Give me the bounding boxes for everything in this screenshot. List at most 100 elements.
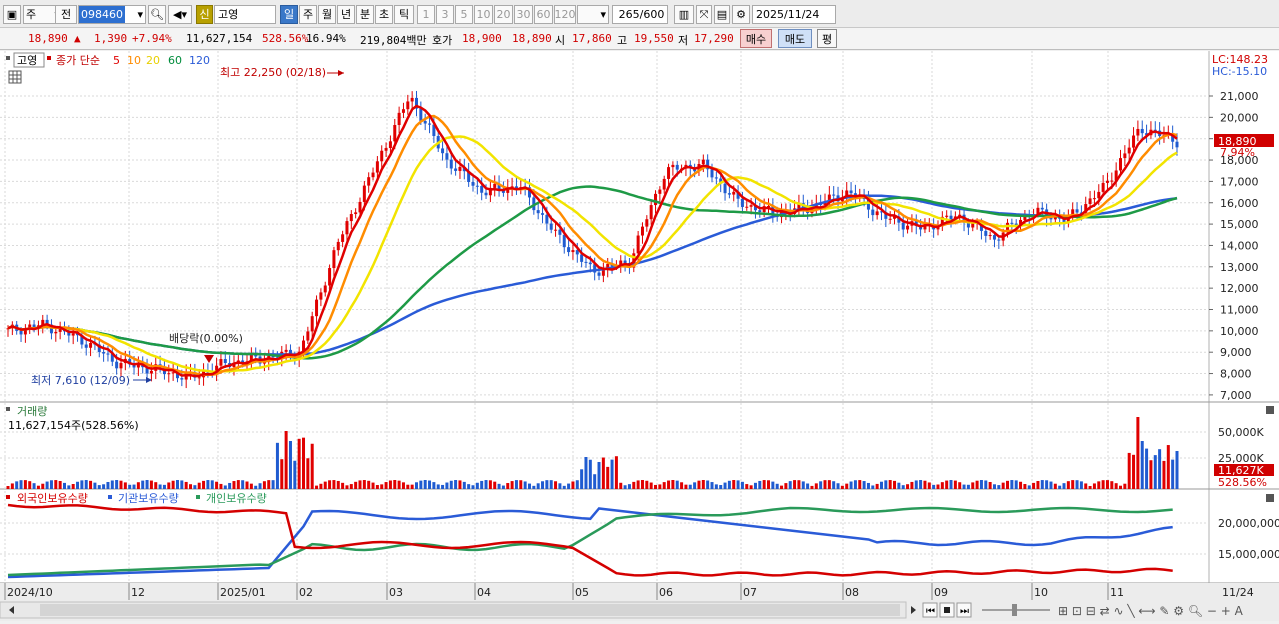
candle-body xyxy=(397,112,401,126)
candle-body xyxy=(832,194,836,196)
volume-bar xyxy=(945,480,949,489)
horizontal-scrollbar[interactable] xyxy=(0,601,916,619)
volume-bar xyxy=(71,483,75,489)
volume-bar xyxy=(836,483,840,489)
volume-bar xyxy=(210,480,214,489)
x-axis-label: 05 xyxy=(575,586,589,599)
volume-bar xyxy=(1006,480,1010,489)
tab-day[interactable]: 일 xyxy=(280,5,298,24)
tab-month[interactable]: 월 xyxy=(318,5,336,24)
volume-bar xyxy=(697,480,701,489)
table-icon[interactable] xyxy=(8,70,22,84)
volume-bar xyxy=(814,483,818,489)
volume-bar xyxy=(258,483,262,489)
volume-bar xyxy=(158,484,162,489)
up-arrow-icon: ▲ xyxy=(74,32,81,45)
volume-bar xyxy=(979,480,983,489)
candle-body xyxy=(28,324,32,329)
low-label: 저 xyxy=(678,34,689,47)
volume-bar xyxy=(740,481,744,489)
candle-body xyxy=(840,198,844,202)
volume-tag-pct-text: 528.56% xyxy=(1218,476,1267,489)
trade-amount: 219,804백만 xyxy=(360,34,427,47)
candle-body xyxy=(49,324,53,334)
sell-button[interactable]: 매도 xyxy=(778,29,812,48)
tab-week[interactable]: 주 xyxy=(299,5,317,24)
volume-bar xyxy=(654,484,658,489)
volume-bar xyxy=(458,480,462,489)
volume-bar xyxy=(362,480,366,489)
stock-code-input[interactable]: 098460 ▾ xyxy=(78,5,146,24)
interval-60[interactable]: 60 xyxy=(534,5,553,24)
buy-button[interactable]: 매수 xyxy=(740,29,772,48)
volume-bar xyxy=(1132,454,1136,489)
panel-close-icon[interactable] xyxy=(1266,406,1274,414)
interval-1[interactable]: 1 xyxy=(417,5,435,24)
candle-body xyxy=(710,169,714,178)
volume-bar xyxy=(141,480,145,489)
save-icon[interactable]: ▤ xyxy=(714,5,730,24)
ma20-label: 20 xyxy=(146,54,160,67)
candle-body xyxy=(745,206,749,208)
volume-bar xyxy=(41,483,45,489)
market-select[interactable]: 전 xyxy=(55,5,77,24)
candle-body xyxy=(480,185,484,193)
candle-body xyxy=(884,212,888,219)
interval-20[interactable]: 20 xyxy=(494,5,513,24)
interval-custom-select[interactable]: ▾ xyxy=(577,5,609,24)
candle-body xyxy=(388,141,392,149)
panel-close-icon[interactable] xyxy=(1266,494,1274,502)
interval-3[interactable]: 3 xyxy=(436,5,454,24)
volume-bar xyxy=(793,480,797,489)
chart-nav-controls[interactable]: ⏮ ⏭ ⊞ ⊡ ⊟ ⇄ ∿ ╲ ⟷ ✎ ⚙ 🔍︎ − + A xyxy=(922,602,1244,618)
tab-tick[interactable]: 틱 xyxy=(394,5,414,24)
interval-120[interactable]: 120 xyxy=(554,5,576,24)
candle-body xyxy=(714,177,718,179)
lc-value: LC:148.23 xyxy=(1212,53,1268,66)
volume-bar xyxy=(958,482,962,489)
price-tick-label: 7,000 xyxy=(1220,389,1252,402)
sound-icon[interactable]: ◀▾ xyxy=(168,5,192,24)
stock-name-field[interactable]: 고영 xyxy=(214,5,276,24)
volume-bar xyxy=(306,458,310,489)
price-axis: 21,00020,00019,00018,00017,00016,00015,0… xyxy=(1209,90,1259,402)
candle-body xyxy=(254,354,258,357)
chart-area[interactable]: 고영 종가 단순 5 10 20 60 120 21,00020,00019,0… xyxy=(0,51,1279,621)
tab-year[interactable]: 년 xyxy=(337,5,355,24)
volume-bar xyxy=(397,480,401,489)
interval-10[interactable]: 10 xyxy=(474,5,493,24)
volume-bar xyxy=(406,484,410,489)
volume-bar xyxy=(519,480,523,489)
volume-bar xyxy=(797,480,801,489)
candle-body xyxy=(875,211,879,216)
window-icon[interactable]: ▣ xyxy=(3,5,21,24)
price-tick-label: 16,000 xyxy=(1220,197,1259,210)
tab-minute[interactable]: 분 xyxy=(356,5,374,24)
volume-bar xyxy=(1149,460,1153,489)
interval-30[interactable]: 30 xyxy=(514,5,533,24)
date-field[interactable]: 2025/11/24 xyxy=(752,5,836,24)
eval-button[interactable]: 평 xyxy=(817,29,837,48)
candle-body xyxy=(1145,133,1149,136)
open-label: 시 xyxy=(555,34,566,47)
candle-type-icon[interactable]: ▥ xyxy=(674,5,694,24)
tab-second[interactable]: 초 xyxy=(375,5,393,24)
volume-bar xyxy=(1088,485,1092,489)
candle-body xyxy=(336,241,340,251)
data-count-field[interactable]: 265/600 xyxy=(612,5,668,24)
candle-body xyxy=(284,349,288,352)
gear-icon[interactable]: ⚙ xyxy=(732,5,750,24)
cross-icon[interactable]: ⤧ xyxy=(696,5,712,24)
price-tick-label: 8,000 xyxy=(1220,368,1252,381)
volume-bar xyxy=(275,442,279,489)
volume-bar xyxy=(1019,481,1023,489)
volume-bar xyxy=(206,480,210,489)
volume-bar xyxy=(884,480,888,489)
volume-bar xyxy=(223,485,227,489)
volume-tag-text: 11,627K xyxy=(1218,464,1264,477)
volume-bar xyxy=(423,480,427,489)
interval-5[interactable]: 5 xyxy=(455,5,473,24)
volume-bar xyxy=(97,485,101,489)
scrollbar-thumb xyxy=(40,604,900,616)
search-icon[interactable]: 🔍︎ xyxy=(148,5,166,24)
